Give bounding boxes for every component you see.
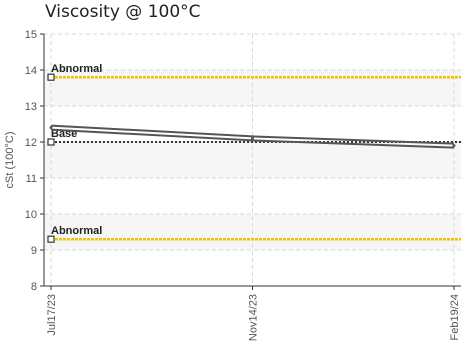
data-point (49, 126, 53, 130)
x-tick-label: Nov14/23 (248, 294, 260, 341)
y-tick-label: 8 (31, 281, 37, 293)
reference-label: Abnormal (51, 63, 102, 75)
x-tick-label: Feb19/24 (449, 294, 461, 340)
reference-marker (47, 138, 55, 146)
y-tick-label: 10 (25, 209, 37, 221)
y-tick-label: 12 (25, 137, 37, 149)
y-tick-label: 13 (25, 101, 37, 113)
series-line (50, 128, 455, 149)
data-point (452, 144, 456, 148)
y-axis-label: cSt (100°C) (4, 132, 16, 189)
reference-marker (47, 73, 55, 81)
x-tick-label: Jul17/23 (46, 294, 58, 336)
series-line (50, 124, 455, 145)
reference-label: Abnormal (51, 225, 102, 237)
reference-marker (47, 235, 55, 243)
y-tick-label: 14 (25, 65, 37, 77)
y-tick-label: 15 (25, 29, 37, 41)
chart-title: Viscosity @ 100°C (45, 2, 201, 22)
y-tick-label: 11 (26, 173, 37, 185)
y-tick-label: 9 (31, 245, 37, 257)
data-point (251, 136, 254, 140)
